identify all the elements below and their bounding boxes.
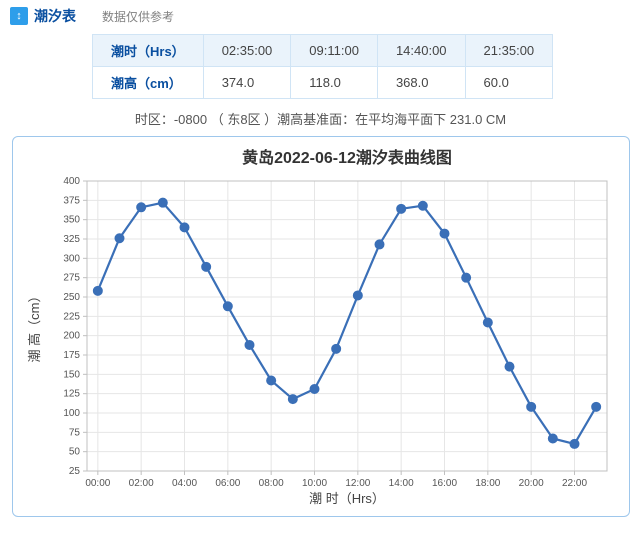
table-row: 潮时（Hrs） 02:35:00 09:11:00 14:40:00 21:35… [93,35,553,67]
svg-text:250: 250 [63,292,80,303]
svg-text:黄岛2022-06-12潮汐表曲线图: 黄岛2022-06-12潮汐表曲线图 [242,148,452,167]
cell: 374.0 [203,67,291,99]
svg-text:150: 150 [63,369,80,380]
svg-text:275: 275 [63,273,80,284]
svg-text:06:00: 06:00 [215,478,240,489]
svg-text:00:00: 00:00 [85,478,110,489]
tide-table: 潮时（Hrs） 02:35:00 09:11:00 14:40:00 21:35… [92,34,553,99]
svg-text:225: 225 [63,311,80,322]
cell: 118.0 [291,67,378,99]
svg-text:125: 125 [63,389,80,400]
cell: 21:35:00 [465,35,553,67]
svg-text:100: 100 [63,408,80,419]
chart-container: 25 50 75 100 125 150 175 200 225 250 275 300 325 350 3… [12,136,630,517]
svg-text:20:00: 20:00 [518,478,543,489]
svg-text:200: 200 [63,331,80,342]
svg-text:14:00: 14:00 [388,478,413,489]
cell: 60.0 [465,67,553,99]
svg-text:375: 375 [63,195,80,206]
svg-text:325: 325 [63,234,80,245]
svg-text:400: 400 [63,176,80,187]
cell: 14:40:00 [377,35,465,67]
svg-text:75: 75 [68,427,80,438]
table-row: 潮高（cm） 374.0 118.0 368.0 60.0 [93,67,553,99]
svg-text:175: 175 [63,350,80,361]
header-row: ↕ 潮汐表 数据仅供参考 [10,6,631,26]
svg-text:10:00: 10:00 [301,478,326,489]
cell: 02:35:00 [203,35,291,67]
tide-icon: ↕ [10,7,28,25]
cell: 368.0 [377,67,465,99]
svg-text:22:00: 22:00 [561,478,586,489]
svg-text:潮 时（Hrs）: 潮 时（Hrs） [309,491,385,506]
zone-note: 时区：-0800 （ 东8区 ）潮高基准面：在平均海平面下 231.0 CM [10,109,631,128]
cell: 09:11:00 [291,35,378,67]
svg-text:50: 50 [68,447,80,458]
svg-text:04:00: 04:00 [171,478,196,489]
svg-text:25: 25 [68,466,80,477]
svg-text:08:00: 08:00 [258,478,283,489]
page-note: 数据仅供参考 [102,8,174,25]
svg-text:18:00: 18:00 [475,478,500,489]
svg-text:300: 300 [63,253,80,264]
svg-text:潮 高（cm）: 潮 高（cm） [27,290,42,363]
page-title: 潮汐表 [34,6,76,26]
tide-line-chart: 25 50 75 100 125 150 175 200 225 250 275 300 325 350 3… [17,141,625,509]
row-label-height: 潮高（cm） [93,67,204,99]
svg-text:12:00: 12:00 [345,478,370,489]
row-label-time: 潮时（Hrs） [93,35,204,67]
svg-text:02:00: 02:00 [128,478,153,489]
svg-text:16:00: 16:00 [431,478,456,489]
svg-text:350: 350 [63,215,80,226]
